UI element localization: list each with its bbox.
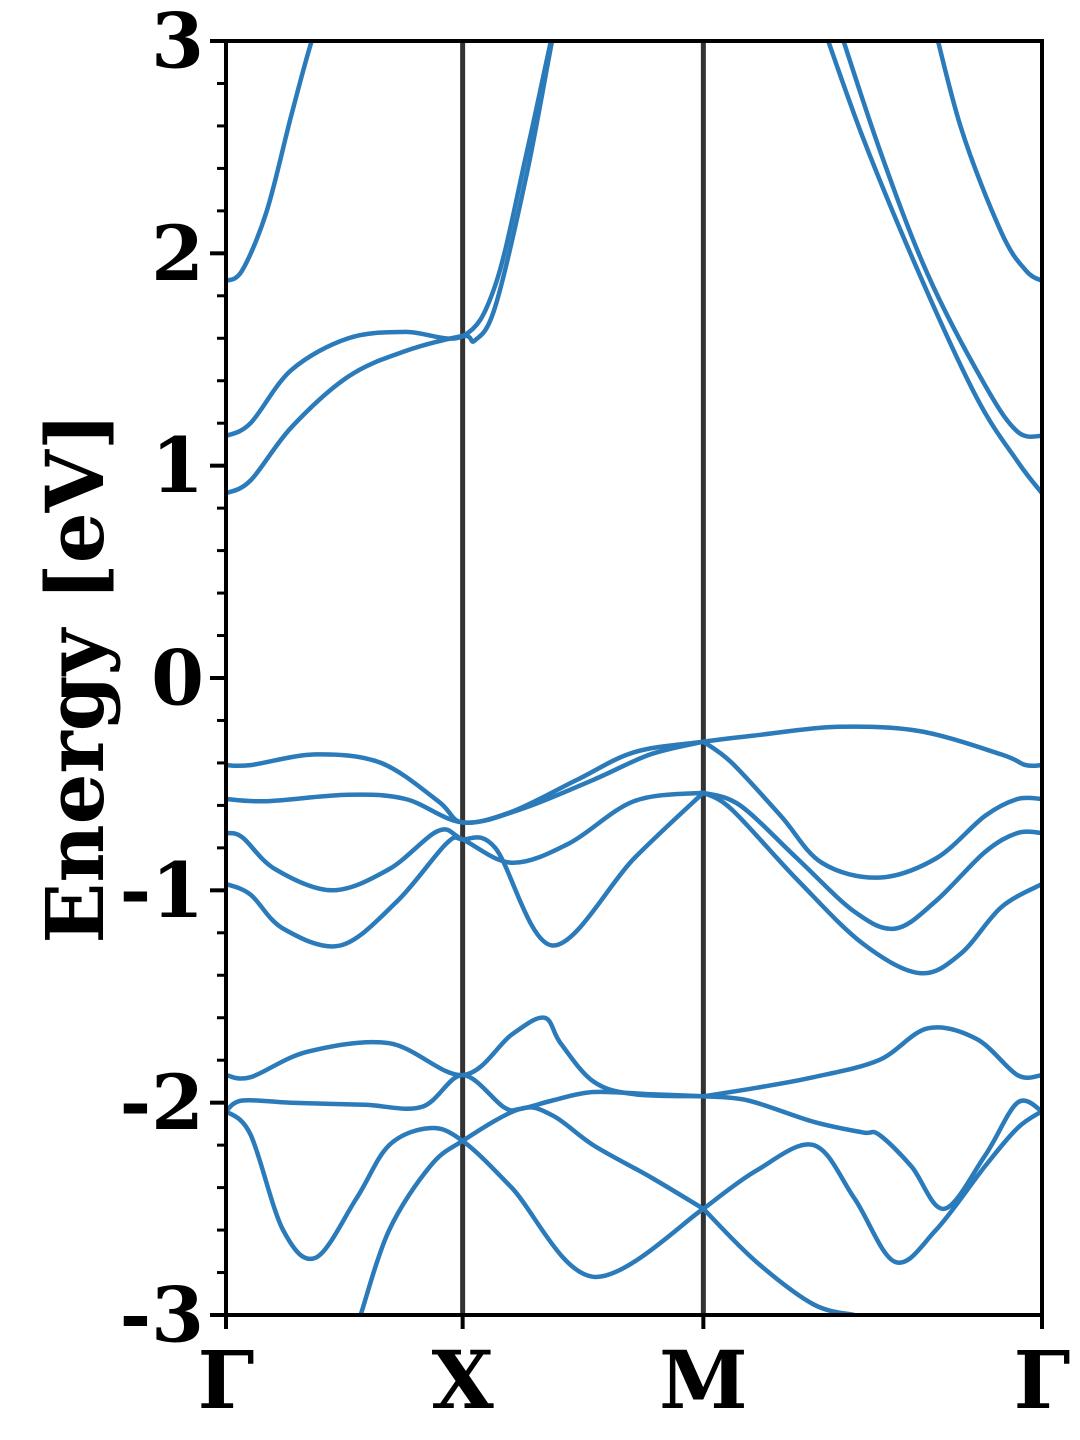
high-symmetry-lines: [460, 41, 706, 1315]
band-line-15: [226, 1072, 706, 1114]
band-line-9: [226, 790, 706, 893]
band-line-3: [825, 41, 1042, 496]
band-line-20: [701, 1206, 857, 1315]
band-line-5: [935, 41, 1042, 284]
band-line-12: [701, 790, 1042, 976]
y-tick-label: 2: [151, 209, 204, 298]
band-line-2: [226, 41, 555, 496]
x-tick-label: Γ: [1014, 1333, 1071, 1427]
band-line-17: [226, 1108, 706, 1280]
plot-frame: [224, 39, 1044, 1317]
x-tick-label: M: [659, 1333, 748, 1427]
x-tick-label: Γ: [198, 1333, 255, 1427]
band-line-11: [701, 790, 1042, 932]
y-tick-label: 3: [151, 0, 204, 86]
band-line-6: [226, 724, 1042, 825]
y-axis-ticks: 3 2 1 0 -1 -2 -3: [120, 0, 226, 1360]
band-line-4: [841, 41, 1042, 439]
band-line-0: [226, 41, 315, 284]
band-line-18: [701, 1108, 1042, 1265]
y-tick-label: -3: [120, 1271, 204, 1360]
band-line-19: [358, 1105, 706, 1315]
y-axis-label: Energy [eV]: [28, 412, 122, 943]
y-tick-label: -2: [120, 1058, 204, 1147]
band-line-10: [226, 790, 706, 949]
band-line-1: [226, 41, 554, 439]
band-line-7: [226, 739, 706, 825]
band-line-14: [701, 1025, 1042, 1099]
band-line-13: [226, 1015, 706, 1099]
band-line-8: [701, 739, 1042, 880]
band-lines: [226, 41, 1042, 1315]
y-tick-label: 0: [151, 634, 204, 723]
band-line-16: [701, 1094, 1042, 1212]
y-tick-label: -1: [120, 846, 204, 935]
x-tick-label: X: [432, 1333, 494, 1427]
y-tick-label: 1: [151, 421, 204, 510]
